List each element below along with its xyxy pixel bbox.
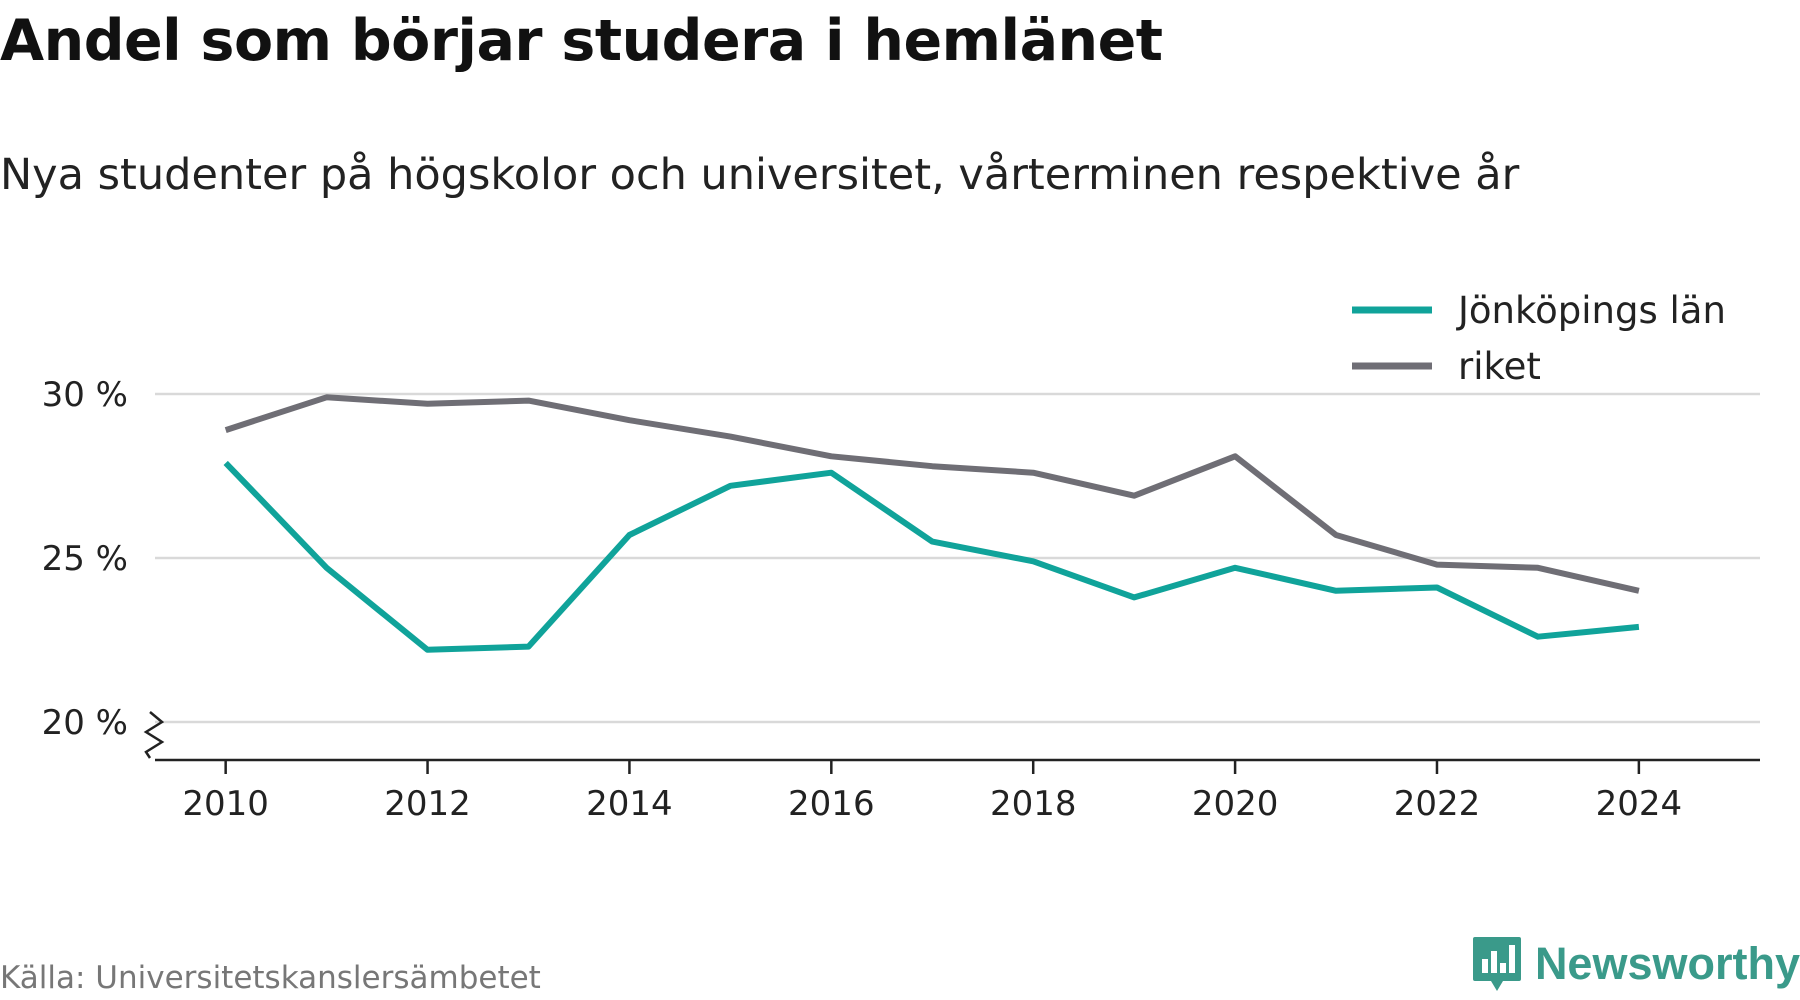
series-line-riket: [224, 394, 1640, 594]
legend-label: Jönköpings län: [1456, 289, 1726, 332]
x-tick-label: 2022: [1394, 784, 1481, 824]
legend-background: [1335, 278, 1745, 390]
brand-name: Newsworthy: [1534, 938, 1800, 989]
x-tick-label: 2024: [1596, 784, 1683, 824]
series-line-jonkopings-lan: [223, 460, 1640, 653]
x-tick-label: 2018: [990, 784, 1077, 824]
chart-subtitle: Nya studenter på högskolor och universit…: [0, 150, 1520, 200]
legend-label: riket: [1458, 345, 1541, 388]
y-tick-label: 25 %: [42, 539, 128, 579]
x-tick-label: 2020: [1192, 784, 1279, 824]
y-tick-label: 30 %: [42, 375, 128, 415]
y-tick-label: 20 %: [42, 703, 128, 743]
chart-title: Andel som börjar studera i hemlänet: [0, 8, 1163, 74]
x-tick-label: 2016: [788, 784, 875, 824]
x-axis-ticks: 2010 2012 2014 2016 2018 2020 2022 2024: [182, 760, 1682, 824]
grid-lines: [155, 392, 1760, 724]
brand-logo: Newsworthy: [1471, 935, 1800, 993]
axis-break-icon: [143, 711, 165, 759]
legend: Jönköpings län riket: [1335, 278, 1745, 390]
newsworthy-logo-icon: [1472, 937, 1521, 991]
x-tick-label: 2014: [586, 784, 673, 824]
source-note: Källa: Universitetskanslersämbetet: [0, 960, 541, 996]
x-tick-label: 2010: [182, 784, 269, 824]
x-tick-label: 2012: [384, 784, 471, 824]
series-lines: [223, 394, 1640, 653]
line-chart: 20 % 25 % 30 % 2010 2012 2014 2016 2018 2020 202…: [41, 278, 1760, 824]
y-axis-ticks: 20 % 25 % 30 %: [42, 375, 165, 759]
